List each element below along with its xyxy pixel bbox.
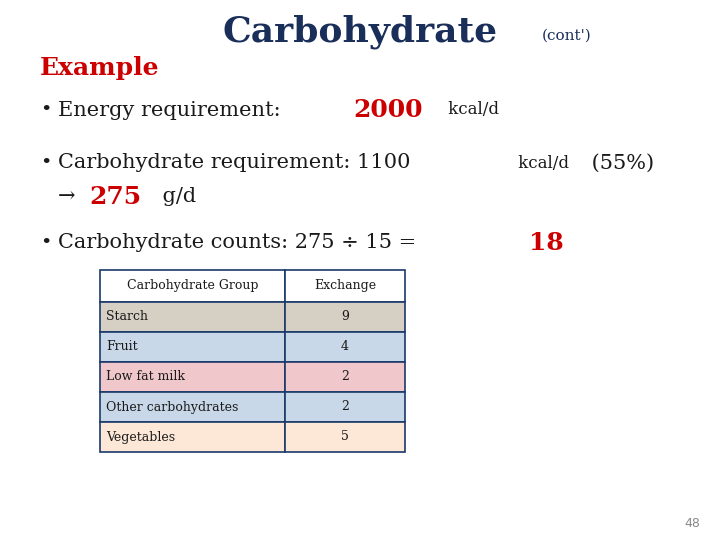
Text: Other carbohydrates: Other carbohydrates — [106, 401, 238, 414]
Bar — [100, 422, 285, 452]
Text: Carbohydrate Group: Carbohydrate Group — [127, 280, 258, 293]
Text: 2: 2 — [341, 370, 349, 383]
Bar — [285, 422, 405, 452]
Text: Carbohydrate counts: 275 ÷ 15 =: Carbohydrate counts: 275 ÷ 15 = — [58, 233, 423, 253]
Text: 2: 2 — [341, 401, 349, 414]
Bar — [100, 270, 285, 302]
Text: (cont'): (cont') — [541, 29, 591, 43]
Text: Fruit: Fruit — [106, 341, 138, 354]
Bar — [100, 332, 285, 362]
Text: •: • — [40, 154, 51, 172]
Text: Energy requirement:: Energy requirement: — [58, 100, 287, 119]
Text: 48: 48 — [684, 517, 700, 530]
Text: kcal/d: kcal/d — [444, 102, 500, 118]
Text: •: • — [40, 101, 51, 119]
Text: 18: 18 — [528, 231, 564, 255]
Text: 4: 4 — [341, 341, 349, 354]
Text: Low fat milk: Low fat milk — [106, 370, 185, 383]
Text: 9: 9 — [341, 310, 349, 323]
Text: 275: 275 — [89, 185, 141, 209]
Bar — [100, 362, 285, 392]
Text: g/d: g/d — [156, 187, 197, 206]
Text: Starch: Starch — [106, 310, 148, 323]
Bar — [285, 362, 405, 392]
Text: •: • — [40, 234, 51, 252]
Text: Carbohydrate: Carbohydrate — [222, 15, 498, 49]
Text: Vegetables: Vegetables — [106, 430, 175, 443]
Bar — [100, 302, 285, 332]
Text: (55%): (55%) — [585, 153, 654, 172]
Bar — [100, 392, 285, 422]
Text: Example: Example — [40, 56, 160, 80]
Bar — [285, 392, 405, 422]
Text: Exchange: Exchange — [314, 280, 376, 293]
Text: Carbohydrate requirement: 1100: Carbohydrate requirement: 1100 — [58, 153, 410, 172]
Bar — [285, 270, 405, 302]
Text: →: → — [58, 187, 82, 206]
Bar — [285, 332, 405, 362]
Text: kcal/d: kcal/d — [513, 154, 569, 172]
Text: 2000: 2000 — [354, 98, 423, 122]
Bar — [285, 302, 405, 332]
Text: 5: 5 — [341, 430, 349, 443]
